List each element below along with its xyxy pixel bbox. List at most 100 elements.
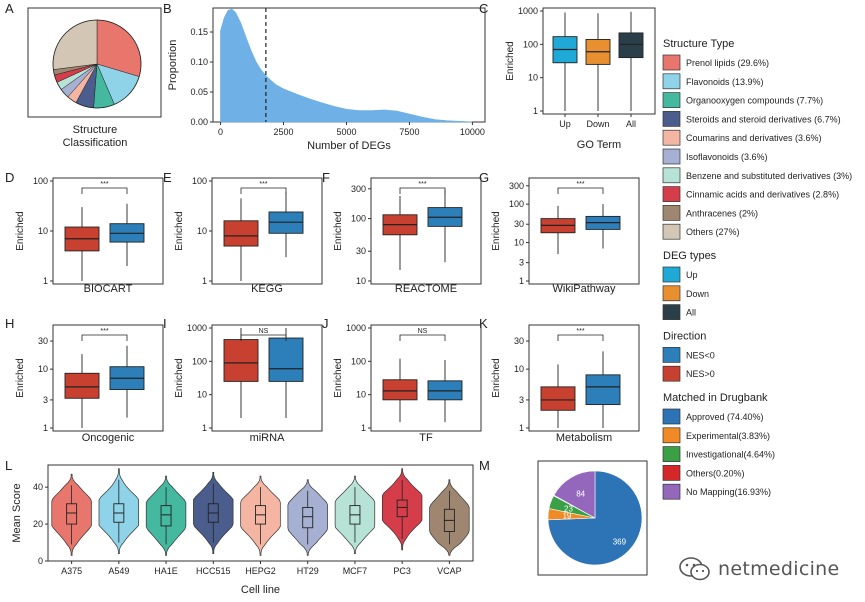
- panel-k-frame: [528, 324, 640, 432]
- y-tick-label: 10: [514, 238, 524, 248]
- panel-c-ylabel: Enriched: [505, 41, 516, 80]
- y-tick-label: 1: [202, 423, 207, 433]
- legend-label: Prenol lipids (29.6%): [686, 58, 769, 68]
- legend-swatch: [662, 111, 681, 127]
- legend-swatch: [662, 266, 681, 283]
- legend-label: Flavonoids (13.9%): [686, 77, 764, 87]
- legend-swatch: [662, 304, 681, 320]
- y-tick-label: 1: [519, 276, 524, 286]
- y-tick-label: 10: [197, 226, 207, 236]
- y-tick-label: 1: [202, 276, 207, 286]
- violin-vcap: [429, 479, 470, 556]
- x-tick-label: 7500: [399, 127, 419, 137]
- legend-title-0: Structure Type: [663, 38, 734, 50]
- y-tick-label: 30: [38, 336, 48, 346]
- panel-c-xlabel: GO Term: [577, 139, 621, 151]
- significance-label: ***: [259, 181, 267, 188]
- panel-h-ylabel: Enriched: [15, 358, 26, 397]
- panel-j-frame: [370, 324, 482, 432]
- panel-b-ylabel: Proportion: [167, 40, 179, 91]
- y-tick-label: 10: [356, 276, 366, 286]
- pie-m-value-0: 369: [613, 537, 627, 546]
- pie-a-outline: [52, 19, 142, 109]
- y-tick-label: 10: [197, 390, 207, 400]
- x-tick-label: All: [626, 119, 636, 129]
- significance-bracket: [240, 187, 287, 194]
- significance-bracket: [81, 187, 128, 194]
- violin-ht29: [287, 479, 328, 556]
- legend-label: Others(0.20%): [686, 468, 745, 478]
- violin-a375: [51, 473, 92, 556]
- legend-swatch: [662, 205, 681, 221]
- panel-a-xlabel-line-0: Structure: [73, 124, 118, 136]
- x-tick-label: Up: [559, 119, 571, 129]
- y-tick-label: 10: [514, 364, 524, 374]
- legend-label: No Mapping(16.93%): [686, 487, 771, 497]
- significance-label: ***: [418, 181, 426, 188]
- legend-swatch: [662, 347, 681, 363]
- legend-swatch: [662, 129, 681, 146]
- x-tick-label-vcap: VCAP: [437, 566, 462, 576]
- legend-swatch: [662, 186, 681, 202]
- box-body-0: [223, 339, 259, 382]
- legend-label: All: [686, 308, 696, 318]
- box-body-0: [382, 379, 418, 401]
- violin-hepg2: [240, 475, 281, 556]
- legend-swatch: [662, 167, 681, 184]
- x-tick-label-a549: A549: [108, 566, 129, 576]
- panel-g-ylabel: Enriched: [491, 211, 502, 250]
- significance-bracket: [557, 334, 604, 341]
- legend-label: Organooxygen compounds (7.7%): [686, 96, 823, 106]
- legend-label: Benzene and substituted derivatives (3%): [686, 171, 852, 181]
- panel-letter-h: H: [5, 316, 14, 331]
- legend-title-2: Direction: [663, 330, 706, 342]
- y-tick-label: 1: [43, 276, 48, 286]
- significance-label: NS: [418, 328, 428, 335]
- panel-letter-j: J: [322, 316, 329, 331]
- violin-box: [396, 499, 408, 518]
- y-tick-label: 3: [519, 258, 524, 268]
- legend-label: Experimental(3.83%): [686, 431, 770, 441]
- y-tick-label: 1000: [346, 323, 366, 333]
- y-tick-label: 1: [519, 423, 524, 433]
- panel-f-frame: [370, 177, 482, 285]
- legend-label: Approved (74.40%): [686, 412, 764, 422]
- legend-swatch: [662, 148, 681, 165]
- x-tick-label: 5000: [336, 127, 356, 137]
- box-body-1: [268, 337, 304, 382]
- panel-letter-f: F: [322, 170, 330, 185]
- panel-h-frame: [52, 324, 164, 432]
- panel-i-ylabel: Enriched: [174, 358, 185, 397]
- y-tick-label: 300: [509, 181, 524, 191]
- legend-title-1: DEG types: [663, 250, 717, 262]
- panel-f-xlabel: REACTOME: [395, 283, 457, 295]
- legend-label: Coumarins and derivatives (3.6%): [686, 133, 822, 143]
- panel-f-ylabel: Enriched: [333, 211, 344, 250]
- legend-swatch: [662, 54, 681, 71]
- x-tick-label: 2500: [274, 127, 294, 137]
- significance-label: ***: [100, 181, 108, 188]
- box-body-0: [64, 372, 100, 399]
- y-tick-label: 30: [514, 336, 524, 346]
- significance-label: NS: [259, 328, 269, 335]
- y-tick-label: 0.15: [190, 27, 208, 37]
- x-tick-label-ht29: HT29: [297, 566, 319, 576]
- violin-pc3: [381, 468, 423, 551]
- panel-d-xlabel: BIOCART: [84, 283, 133, 295]
- panel-j-ylabel: Enriched: [333, 358, 344, 397]
- x-tick-label-mcf7: MCF7: [343, 566, 368, 576]
- x-tick-label-ha1e: HA1E: [154, 566, 178, 576]
- x-tick-label-a375: A375: [61, 566, 82, 576]
- legend-label: Down: [686, 289, 709, 299]
- y-tick-label: 1000: [187, 323, 207, 333]
- y-tick-label: 1: [43, 423, 48, 433]
- panel-k-ylabel: Enriched: [491, 358, 502, 397]
- x-tick-label: Down: [586, 119, 609, 129]
- y-tick-label: 0: [38, 556, 43, 566]
- violin-box: [302, 507, 314, 529]
- panel-letter-a: A: [5, 1, 14, 16]
- legend-label: Anthracenes (2%): [686, 208, 758, 218]
- y-tick-label: 100: [351, 214, 366, 224]
- y-tick-label: 3: [43, 395, 48, 405]
